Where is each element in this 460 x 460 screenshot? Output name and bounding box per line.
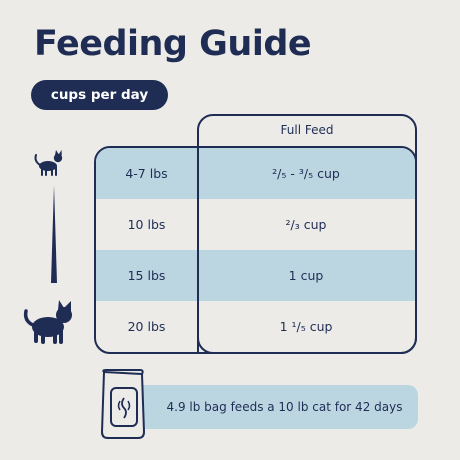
feeding-table: 4-7 lbs ²/₅ - ³/₅ cup 10 lbs ²/₃ cup 15 … bbox=[94, 146, 417, 354]
growth-wedge bbox=[51, 185, 57, 283]
table-row: 20 lbs 1 ¹/₅ cup bbox=[96, 301, 415, 352]
column-divider bbox=[197, 146, 199, 354]
amount-cell: 1 cup bbox=[288, 268, 324, 283]
weight-cell: 4-7 lbs bbox=[125, 166, 168, 181]
table-row: 4-7 lbs ²/₅ - ³/₅ cup bbox=[96, 148, 415, 199]
bag-note: 4.9 lb bag feeds a 10 lb cat for 42 days bbox=[133, 385, 418, 429]
food-bag-icon bbox=[100, 369, 146, 439]
weight-cell: 10 lbs bbox=[127, 217, 166, 232]
amount-cell: 1 ¹/₅ cup bbox=[279, 319, 333, 334]
amount-cell: ²/₅ - ³/₅ cup bbox=[272, 166, 340, 181]
column-header-full-feed: Full Feed bbox=[280, 123, 334, 137]
weight-cell: 15 lbs bbox=[127, 268, 166, 283]
unit-pill: cups per day bbox=[31, 80, 168, 110]
amount-cell: ²/₃ cup bbox=[285, 217, 327, 232]
large-cat-icon bbox=[23, 300, 72, 344]
cat-size-scale bbox=[23, 150, 72, 344]
table-row: 10 lbs ²/₃ cup bbox=[96, 199, 415, 250]
table-row: 15 lbs 1 cup bbox=[96, 250, 415, 301]
weight-cell: 20 lbs bbox=[127, 319, 166, 334]
page-title: Feeding Guide bbox=[34, 24, 312, 64]
small-cat-icon bbox=[34, 150, 63, 176]
